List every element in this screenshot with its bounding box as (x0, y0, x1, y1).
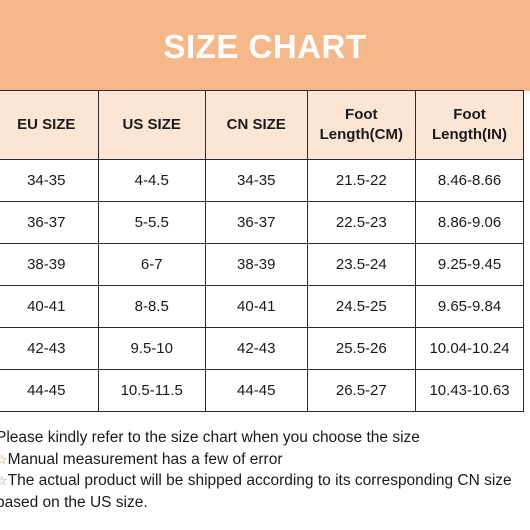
header-cn-size: CN SIZE (204, 90, 308, 160)
cell-eu-size: 40-41 (0, 285, 99, 328)
cell-foot-length-in: 8.86-9.06 (415, 201, 524, 244)
note-line: based on the US size. (0, 493, 148, 511)
cell-foot-length-in: 9.65-9.84 (415, 285, 524, 328)
cell-cn-size: 36-37 (204, 201, 308, 244)
cell-foot-length-in: 10.04-10.24 (415, 327, 524, 370)
cell-us-size: 6-7 (97, 243, 206, 286)
cell-cn-size: 42-43 (204, 327, 308, 370)
star-icon: ☆ (0, 473, 8, 488)
note-line: Please kindly refer to the size chart wh… (0, 429, 420, 446)
header-us-size: US SIZE (97, 90, 206, 160)
cell-cn-size: 38-39 (204, 243, 308, 286)
cell-eu-size: 34-35 (0, 159, 99, 202)
table-row: 42-43 9.5-10 42-43 25.5-26 10.04-10.24 (0, 327, 524, 370)
note-line: ☆The actual product will be shipped acco… (0, 470, 530, 492)
cell-cn-size: 34-35 (204, 159, 308, 202)
header-eu-size: EU SIZE (0, 90, 99, 160)
cell-foot-length-cm: 22.5-23 (306, 201, 417, 244)
table-row: 40-41 8-8.5 40-41 24.5-25 9.65-9.84 (0, 285, 524, 328)
size-notes: Please kindly refer to the size chart wh… (0, 427, 530, 513)
cell-us-size: 9.5-10 (97, 327, 206, 370)
cell-eu-size: 44-45 (0, 369, 99, 412)
table-row: 44-45 10.5-11.5 44-45 26.5-27 10.43-10.6… (0, 369, 524, 412)
cell-cn-size: 40-41 (204, 285, 308, 328)
table-header-row: EU SIZE US SIZE CN SIZE Foot Length(CM) F… (0, 90, 524, 160)
cell-eu-size: 36-37 (0, 201, 99, 244)
cell-foot-length-cm: 25.5-26 (306, 327, 417, 370)
table-row: 36-37 5-5.5 36-37 22.5-23 8.86-9.06 (0, 201, 524, 244)
page-title: SIZE CHART (163, 27, 367, 65)
size-chart-banner: SIZE CHART (0, 0, 530, 91)
cell-foot-length-cm: 21.5-22 (306, 159, 417, 202)
header-foot-length-in: Foot Length(IN) (415, 90, 524, 160)
table-row: 38-39 6-7 38-39 23.5-24 9.25-9.45 (0, 243, 524, 286)
header-foot-length-cm: Foot Length(CM) (306, 90, 417, 160)
cell-foot-length-cm: 24.5-25 (306, 285, 417, 328)
cell-foot-length-in: 8.46-8.66 (415, 159, 524, 202)
table-row: 34-35 4-4.5 34-35 21.5-22 8.46-8.66 (0, 159, 524, 202)
cell-us-size: 4-4.5 (97, 159, 206, 202)
cell-foot-length-cm: 26.5-27 (306, 369, 417, 412)
cell-us-size: 8-8.5 (97, 285, 206, 328)
cell-us-size: 5-5.5 (97, 201, 206, 244)
cell-us-size: 10.5-11.5 (97, 369, 206, 412)
cell-eu-size: 38-39 (0, 243, 99, 286)
cell-eu-size: 42-43 (0, 327, 99, 370)
size-chart-table: EU SIZE US SIZE CN SIZE Foot Length(CM) F… (0, 90, 524, 412)
cell-foot-length-cm: 23.5-24 (306, 243, 417, 286)
note-line: ☆Manual measurement has a few of error (0, 449, 530, 471)
cell-foot-length-in: 9.25-9.45 (415, 243, 524, 286)
cell-cn-size: 44-45 (204, 369, 308, 412)
cell-foot-length-in: 10.43-10.63 (415, 369, 524, 412)
star-icon: ☆ (0, 451, 8, 467)
